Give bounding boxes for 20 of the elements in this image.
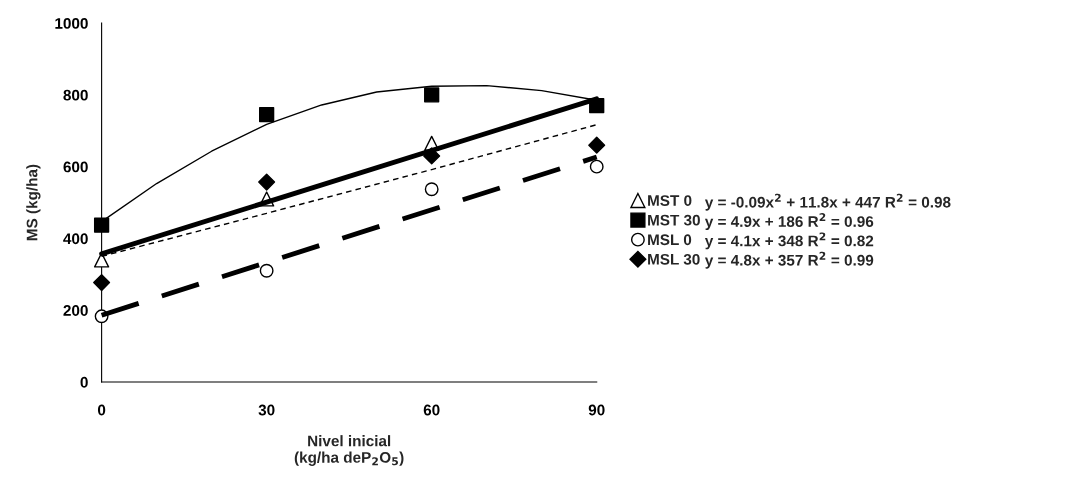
x-tick-label: 30 <box>258 404 275 416</box>
y-tick-label: 400 <box>63 233 88 245</box>
legend-label: MST 30 <box>648 214 700 226</box>
x-tick-label: 0 <box>97 404 106 416</box>
x-axis-title: Nivel inicial (kg/ha deP$_{2}$O$_{5}$) <box>294 435 404 466</box>
y-tick-label: 600 <box>63 161 88 173</box>
x-tick-label: 90 <box>588 404 605 416</box>
legend-label: MSL 0 <box>648 234 692 246</box>
text: y = 4.8x + 357 R$^{2}$ = 0.99 <box>704 251 874 269</box>
text: y = 4.9x + 186 R$^{2}$ = 0.96 <box>704 213 874 230</box>
y-tick-label: 800 <box>63 89 88 101</box>
y-tick-label: 1000 <box>55 18 88 29</box>
y-tick-label: 0 <box>80 376 88 388</box>
text: y = 4.1x + 348 R$^{2}$ = 0.82 <box>704 232 874 250</box>
x-tick-label: 60 <box>423 404 440 416</box>
legend-label: MST 0 <box>648 195 692 206</box>
y-axis-title: MS (kg/ha) <box>26 164 41 241</box>
text: y = -0.09x$^{2}$ + 11.8x + 447 R$^{2}$ = 0.98 <box>704 193 951 211</box>
y-tick-label: 200 <box>63 305 88 316</box>
legend-label: MSL 30 <box>648 253 700 265</box>
